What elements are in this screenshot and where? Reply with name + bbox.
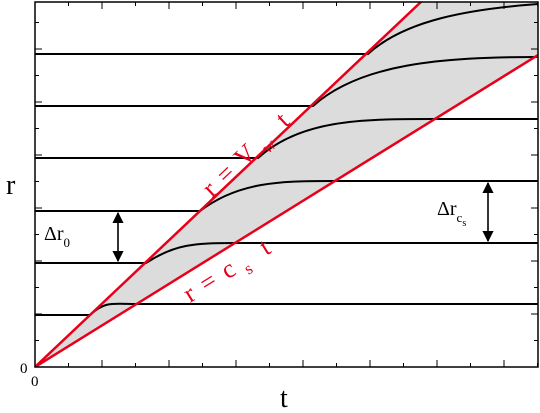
delta-rcs-label: Δrcs — [437, 198, 466, 229]
wall-eq-lhs: r — [196, 175, 222, 202]
sound-eq-equals: = — [194, 266, 222, 298]
axis-ticks — [35, 2, 538, 367]
sound-eq-t: t — [254, 232, 276, 261]
sound-eq-sub: s — [241, 259, 257, 279]
delta-rcs-text: Δr — [437, 198, 457, 220]
delta-r0-sub: 0 — [64, 235, 71, 250]
origin-y-label: 0 — [20, 361, 28, 377]
wall-eq-t: t — [270, 106, 296, 133]
sound-eq-c: c — [216, 254, 241, 285]
shaded-region — [35, 2, 538, 367]
x-axis-label: t — [280, 383, 288, 413]
delta-r0-label: Δr0 — [44, 223, 70, 250]
wall-ray — [35, 2, 423, 367]
delta-rcs-sub: c — [457, 210, 463, 225]
delta-r0-text: Δr — [44, 223, 64, 245]
trajectory-5 — [35, 56, 538, 107]
plot-frame — [34, 1, 539, 368]
trajectory-4 — [35, 118, 538, 159]
delta-rcs-subsub: s — [462, 218, 466, 229]
trajectory-6 — [35, 3, 538, 55]
y-axis-label: r — [6, 170, 16, 201]
trajectory-2 — [35, 242, 538, 264]
origin-x-label: 0 — [31, 374, 39, 390]
sound-ray — [35, 53, 538, 367]
